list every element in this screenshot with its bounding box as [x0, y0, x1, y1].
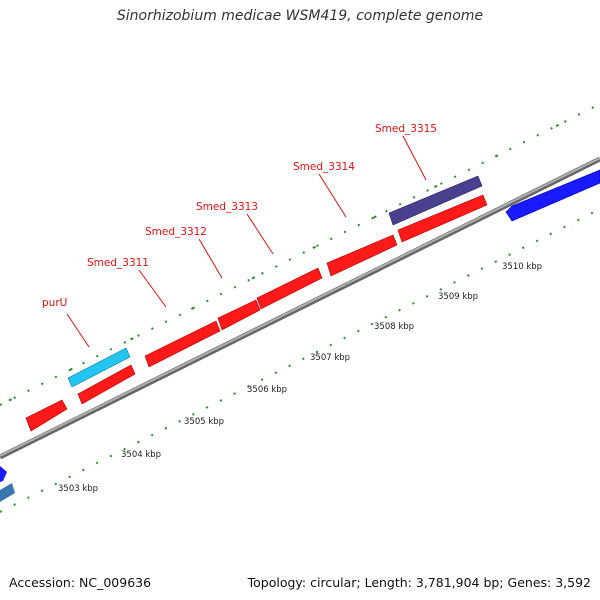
gene-label-smed3314: Smed_3314 — [293, 161, 355, 173]
gene-feature-purU[interactable] — [67, 347, 131, 388]
kbp-label: 3504 kbp — [121, 450, 161, 460]
inner-tick-track — [0, 208, 600, 513]
leader-purU — [66, 313, 90, 348]
leader-smed3314 — [318, 173, 347, 218]
gene-features[interactable] — [0, 169, 600, 502]
gene-label-smed3313: Smed_3313 — [196, 201, 258, 213]
gene-feature-smed3313[interactable] — [256, 267, 323, 310]
leader-smed3313 — [246, 213, 274, 255]
kbp-labels: 3503 kbp 3504 kbp 3505 kbp 3506 kbp 3507… — [58, 262, 542, 494]
kbp-label: 3509 kbp — [438, 292, 478, 302]
gene-feature-red-3[interactable] — [397, 194, 488, 243]
gene-feature-steel-left[interactable] — [0, 483, 15, 502]
gene-feature-blue-right[interactable] — [505, 169, 600, 222]
kbp-label: 3505 kbp — [184, 417, 224, 427]
genome-summary-text: Topology: circular; Length: 3,781,904 bp… — [247, 575, 591, 590]
accession-text: Accession: NC_009636 — [9, 575, 152, 590]
kbp-label: 3506 kbp — [247, 385, 287, 395]
leader-smed3311 — [138, 269, 167, 308]
gene-feature-smed3311[interactable] — [144, 320, 221, 368]
leader-smed3312 — [198, 238, 223, 279]
gene-labels: purU Smed_3311 Smed_3312 Smed_3313 Smed_… — [42, 123, 437, 309]
genome-backbone — [0, 156, 600, 460]
gene-feature-red-2[interactable] — [77, 364, 136, 405]
gene-feature-smed3312[interactable] — [217, 299, 261, 331]
gene-feature-blue-left[interactable] — [0, 466, 7, 482]
inner-ticks — [0, 208, 600, 513]
gene-label-purU: purU — [42, 297, 67, 309]
gene-feature-smed3314[interactable] — [326, 234, 398, 277]
map-title: Sinorhizobium medicae WSM419, complete g… — [116, 8, 484, 24]
leader-smed3315 — [402, 135, 427, 181]
kbp-label: 3507 kbp — [310, 353, 350, 363]
gene-label-smed3312: Smed_3312 — [145, 226, 207, 238]
gene-feature-red-1[interactable] — [25, 399, 68, 432]
gene-feature-smed3315[interactable] — [388, 175, 483, 226]
kbp-label: 3503 kbp — [58, 484, 98, 494]
label-leaders — [66, 135, 427, 348]
gene-label-smed3315: Smed_3315 — [375, 123, 437, 135]
kbp-label: 3508 kbp — [374, 322, 414, 332]
gene-label-smed3311: Smed_3311 — [87, 257, 149, 269]
kbp-label: 3510 kbp — [502, 262, 542, 272]
